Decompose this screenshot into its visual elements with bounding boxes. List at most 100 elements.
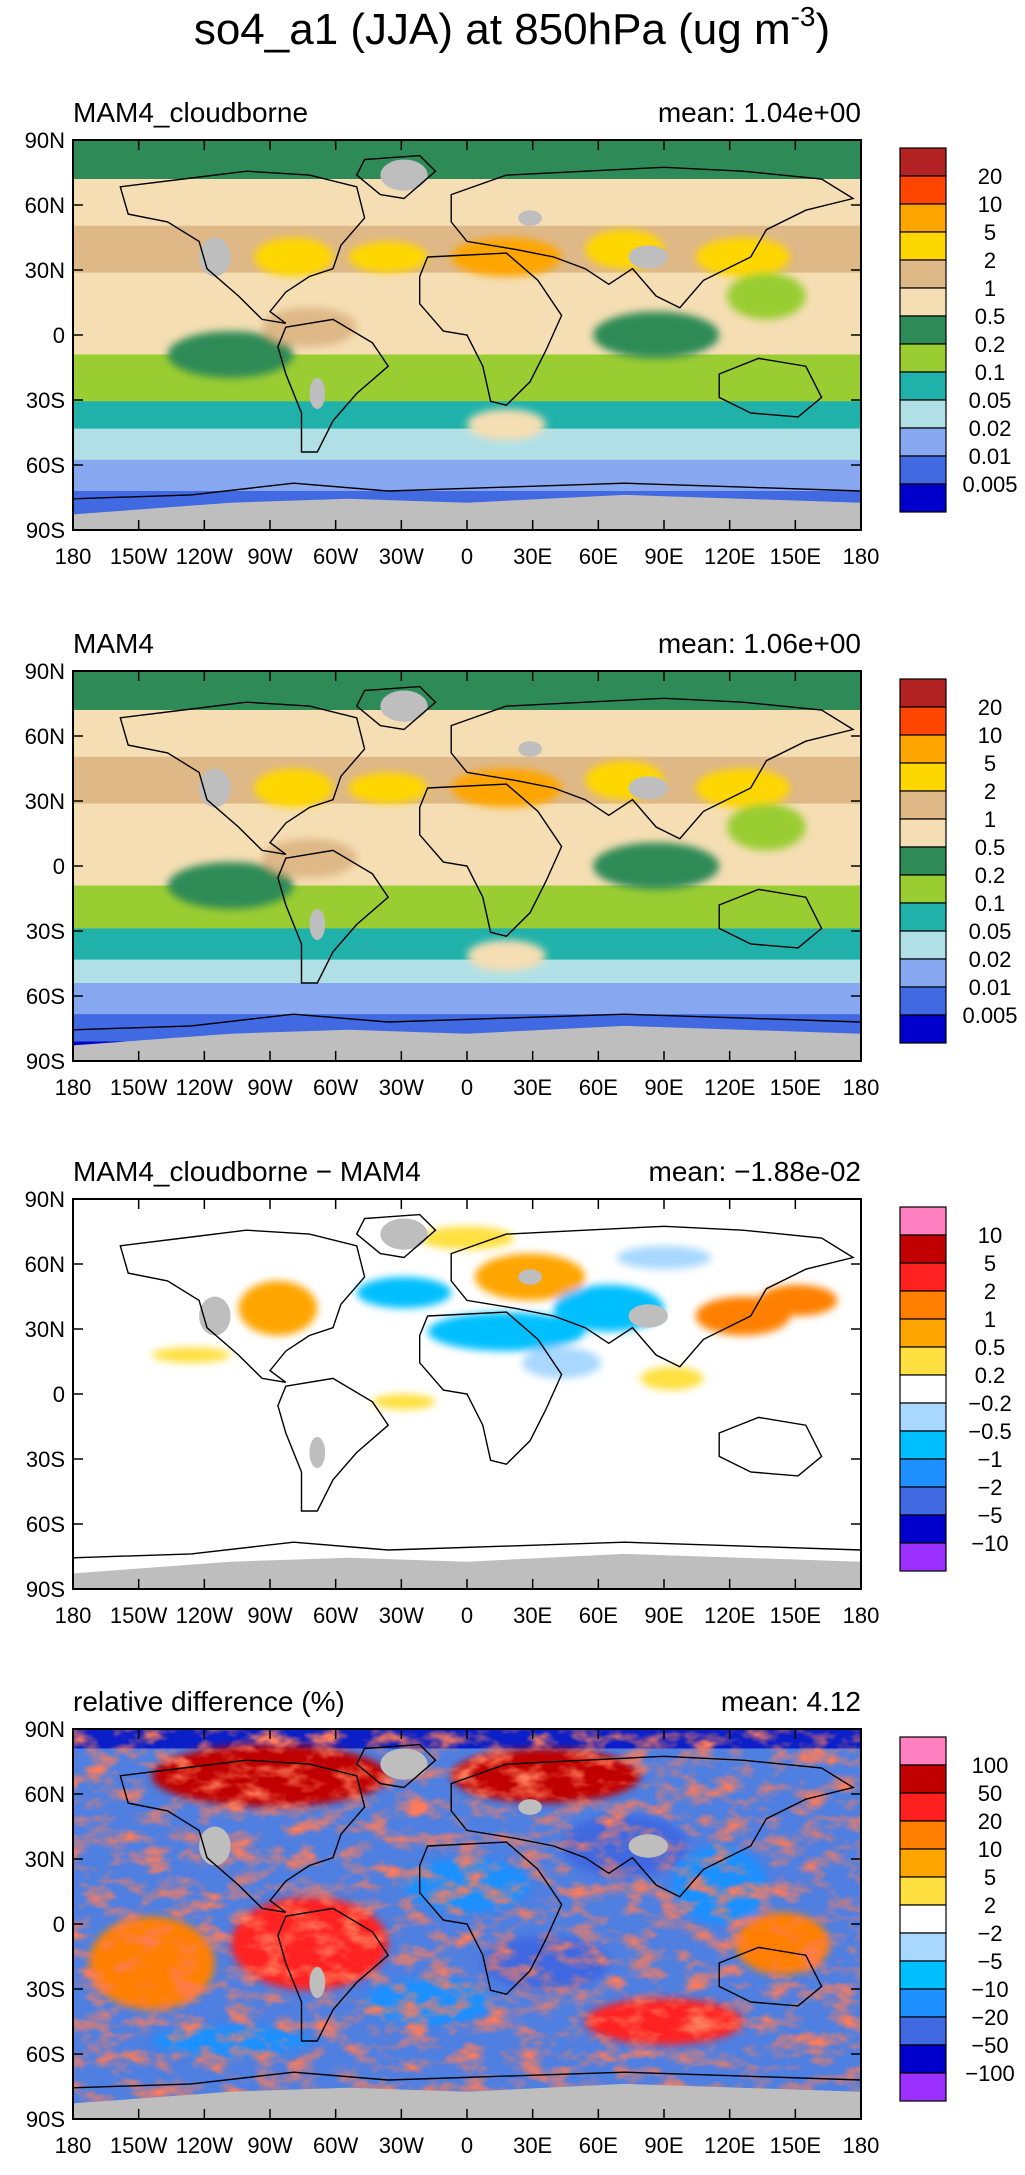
- lat-label: 90S: [26, 1049, 65, 1074]
- lon-label: 120E: [704, 1603, 755, 1628]
- lat-label: 30N: [25, 789, 65, 814]
- field-band: [73, 983, 861, 1016]
- field-blob: [522, 1347, 601, 1379]
- lat-label: 60N: [25, 1252, 65, 1277]
- missing-area: [380, 1218, 428, 1250]
- colorbar-swatch: [899, 1374, 947, 1404]
- missing-area: [518, 1269, 542, 1285]
- lon-label: 30W: [379, 1075, 424, 1100]
- lon-label: 180: [55, 1075, 92, 1100]
- lon-label: 90E: [644, 1075, 683, 1100]
- colorbar-label: 0.2: [975, 1363, 1006, 1388]
- colorbar-swatch: [899, 846, 947, 876]
- colorbar-label: −2: [977, 1475, 1002, 1500]
- lat-label: 0: [53, 1382, 65, 1407]
- lon-label: 30W: [379, 2133, 424, 2158]
- coast-antarctica: [73, 1541, 861, 1589]
- colorbar-swatch: [899, 1792, 947, 1822]
- field-blob: [640, 1366, 704, 1391]
- panel-title: MAM4: [73, 628, 154, 659]
- lat-label: 30N: [25, 258, 65, 283]
- colorbar-swatch: [899, 1904, 947, 1934]
- colorbar-label: −0.2: [968, 1391, 1011, 1416]
- lon-label: 180: [843, 544, 880, 569]
- lat-label: 60N: [25, 724, 65, 749]
- lon-label: 30W: [379, 544, 424, 569]
- field-blob: [262, 838, 357, 878]
- lon-label: 60E: [579, 1075, 618, 1100]
- colorbar-swatch: [899, 1514, 947, 1544]
- colorbar-swatch: [899, 818, 947, 848]
- colorbar-swatch: [899, 1764, 947, 1794]
- colorbar-label: 0.5: [975, 835, 1006, 860]
- lon-label: 0: [461, 2133, 473, 2158]
- colorbar: 100 50 20 10 5 2 −2 −5 −10 −20 −50 −100: [899, 1736, 1015, 2102]
- field: [73, 1199, 861, 1589]
- colorbar-swatch: [899, 315, 947, 345]
- lon-label: 90W: [247, 1075, 292, 1100]
- field-band: [73, 710, 861, 758]
- coast-samerica: [277, 1907, 390, 2042]
- coast-greenland: [355, 1213, 437, 1259]
- coast-antarctica: [73, 2071, 861, 2119]
- colorbar-swatch: [899, 175, 947, 205]
- lat-label: 30S: [26, 1447, 65, 1472]
- colorbar-swatch: [899, 958, 947, 988]
- coast-greenland: [355, 685, 437, 731]
- field-blob: [593, 311, 720, 359]
- colorbar-label: 1: [984, 1307, 996, 1332]
- colorbar-swatch: [899, 1430, 947, 1460]
- lat-label: 30N: [25, 1847, 65, 1872]
- field-blob: [727, 803, 806, 851]
- lat-label: 90S: [26, 2107, 65, 2132]
- lat-label: 90S: [26, 1577, 65, 1602]
- field-blob: [238, 1280, 318, 1336]
- colorbar-swatch: [899, 259, 947, 289]
- colorbar-label: 20: [978, 164, 1002, 189]
- colorbar-swatch: [899, 2072, 947, 2102]
- field-blob: [348, 772, 428, 804]
- lon-label: 90W: [247, 1603, 292, 1628]
- coast-africa: [419, 783, 563, 937]
- lon-label: 60E: [579, 2133, 618, 2158]
- colorbar-label: −0.5: [968, 1419, 1011, 1444]
- lon-label: 90W: [247, 2133, 292, 2158]
- missing-area: [309, 377, 326, 410]
- colorbar-swatch: [899, 231, 947, 261]
- lon-label: 150E: [770, 544, 821, 569]
- colorbar-label: 5: [984, 751, 996, 776]
- colorbar-swatch: [899, 203, 947, 233]
- colorbar-label: 0.1: [975, 360, 1006, 385]
- missing-area: [380, 1748, 428, 1780]
- coast-namerica: [119, 701, 366, 855]
- lon-label: 180: [843, 2133, 880, 2158]
- field-band: [73, 401, 861, 430]
- colorbar-swatch: [899, 678, 947, 708]
- field-band: [73, 928, 861, 961]
- title-main: so4_a1 (JJA) at 850hPa (ug m: [194, 5, 791, 54]
- lon-label: 30E: [513, 1603, 552, 1628]
- lat-label: 90N: [25, 1717, 65, 1742]
- lon-label: 60W: [313, 544, 358, 569]
- colorbar-label: 0.02: [969, 416, 1012, 441]
- coast-namerica: [119, 1229, 366, 1383]
- colorbar-swatch: [899, 483, 947, 513]
- colorbar-label: 1: [984, 276, 996, 301]
- lon-label: 150W: [110, 544, 168, 569]
- missing-area: [309, 1436, 326, 1469]
- field-blob: [695, 237, 791, 277]
- missing-area: [380, 159, 428, 191]
- panels: MAM4_cloudborne mean: 1.04e+00 90N 60N 30N 0 3…: [25, 97, 1018, 2158]
- colorbar-swatch: [899, 1262, 947, 1292]
- missing-area: [518, 1799, 542, 1815]
- title-close: ): [816, 5, 831, 54]
- panel-title: relative difference (%): [73, 1686, 345, 1717]
- colorbar-swatch: [899, 1736, 947, 1766]
- colorbar-swatch: [899, 1014, 947, 1044]
- coastlines: [73, 685, 861, 1061]
- colorbar-label: 0.05: [969, 388, 1012, 413]
- field-blob: [372, 1394, 436, 1410]
- coast-antarctica: [73, 1013, 861, 1061]
- colorbar-swatch: [899, 734, 947, 764]
- colorbar-label: 1: [984, 807, 996, 832]
